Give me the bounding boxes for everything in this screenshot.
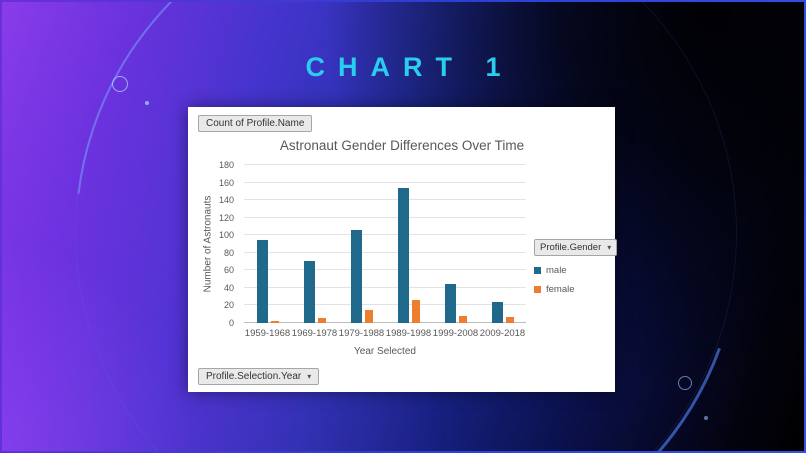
bar-groups	[244, 165, 526, 323]
female-bar	[505, 316, 514, 323]
x-tick-label: 1969-1978	[291, 328, 338, 339]
x-axis-line	[244, 322, 526, 323]
male-bar	[303, 260, 315, 323]
legend-field-label: Profile.Gender	[540, 242, 602, 253]
x-axis-title: Year Selected	[354, 346, 416, 357]
y-tick-label: 180	[218, 160, 234, 170]
x-tick-label: 1979-1988	[338, 328, 385, 339]
female-bar	[458, 315, 467, 323]
legend-item-male: male	[534, 265, 614, 276]
y-tick-label: 160	[218, 177, 234, 188]
male-bar	[350, 229, 362, 323]
bar-group	[491, 165, 514, 323]
y-tick-label: 20	[223, 300, 234, 311]
female-bar	[411, 300, 420, 323]
y-axis-title: Number of Astronauts	[202, 195, 214, 293]
gridline	[244, 216, 526, 218]
legend-field-button[interactable]: Profile.Gender ▾	[534, 239, 618, 256]
legend-item-female: female	[534, 284, 614, 295]
y-tick-label: 80	[223, 247, 234, 258]
dot-decoration	[704, 416, 708, 420]
gridline	[244, 269, 526, 271]
legend-label: female	[546, 284, 575, 295]
chart-title: Astronaut Gender Differences Over Time	[279, 138, 525, 153]
bar-group	[303, 165, 326, 323]
bar-group	[397, 165, 420, 323]
gridline	[244, 304, 526, 306]
male-bar	[491, 301, 503, 323]
gridline	[244, 234, 526, 236]
female-bar	[364, 309, 373, 323]
small-circle-decoration	[678, 376, 692, 390]
dot-decoration	[145, 101, 149, 105]
y-tick-label: 60	[223, 265, 234, 276]
male-bar	[256, 239, 268, 323]
y-tick-label: 140	[218, 195, 234, 206]
slide-title: CHART 1	[305, 52, 514, 82]
legend: Profile.Gender ▾ male female	[534, 237, 618, 295]
male-bar	[397, 187, 409, 323]
value-field-label: Count of Profile.Name	[206, 118, 305, 129]
x-tick-label: 1959-1968	[244, 328, 291, 339]
axis-field-label: Profile.Selection.Year	[206, 371, 302, 382]
y-tick-label: 0	[228, 318, 234, 328]
legend-swatch	[534, 267, 541, 274]
x-tick-label: 1999-2008	[432, 328, 479, 339]
legend-items: male female	[534, 265, 614, 295]
gridline	[244, 164, 526, 165]
y-tick-label: 100	[218, 230, 234, 241]
bar-group	[256, 165, 279, 323]
dropdown-arrow-icon: ▾	[607, 242, 612, 252]
bar-group	[444, 165, 467, 323]
value-field-button[interactable]: Count of Profile.Name	[198, 115, 313, 132]
dropdown-arrow-icon: ▾	[307, 371, 312, 381]
y-tick-label: 40	[223, 282, 234, 293]
x-tick-label: 2009-2018	[479, 328, 526, 339]
bar-group	[350, 165, 373, 323]
female-bar	[270, 321, 279, 323]
female-bar	[317, 317, 326, 323]
axis-field-button[interactable]: Profile.Selection.Year ▾	[198, 368, 320, 385]
x-axis-labels: 1959-1968 1969-1978 1979-1988 1989-1998 1999…	[244, 328, 526, 339]
gridline	[244, 286, 526, 288]
plot-area	[244, 164, 526, 323]
chart-panel: Count of Profile.Name Astronaut Gender D…	[188, 107, 618, 392]
x-tick-label: 1989-1998	[385, 328, 432, 339]
gridline	[244, 199, 526, 201]
gridline	[244, 181, 526, 183]
legend-swatch	[534, 286, 541, 293]
legend-label: male	[546, 265, 567, 276]
y-axis-ticks: 0 20 40 60 80 100 120 140 160 180	[214, 160, 238, 328]
y-tick-label: 120	[218, 212, 234, 223]
male-bar	[444, 284, 456, 323]
gridline	[244, 251, 526, 253]
